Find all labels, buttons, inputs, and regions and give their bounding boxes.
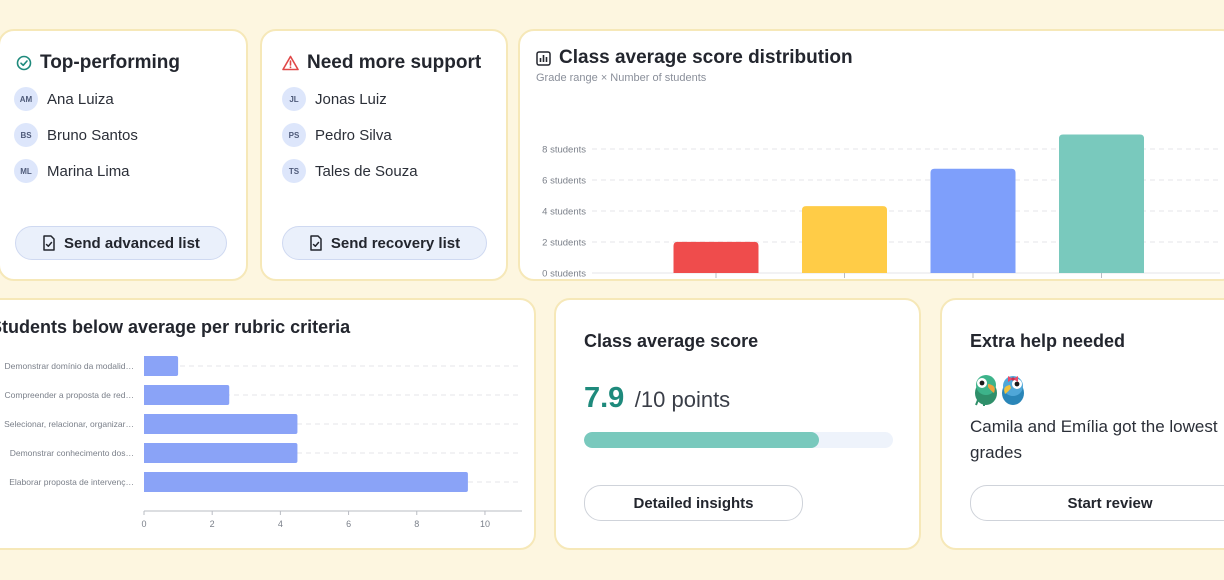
average-score-value: 7.9 [584,382,625,414]
avatar: ML [14,159,38,183]
student-row[interactable]: AM Ana Luiza [14,86,114,112]
y-tick-label: Compreender a proposta de red… [5,390,134,400]
student-name: Ana Luiza [47,90,114,108]
bar-chart-icon [536,51,551,66]
parrot-avatar-bow-icon [1002,376,1024,405]
extra-help-message: Camila and Emília got the lowest grades [970,417,1218,462]
student-row[interactable]: TS Tales de Souza [282,158,418,184]
top-performing-title: Top-performing [16,52,180,74]
bar [144,443,298,463]
student-row[interactable]: BS Bruno Santos [14,122,138,148]
need-support-card: Need more support JL Jonas Luiz PS Pedro… [260,29,508,281]
average-progress-fill [584,432,819,448]
bar [1059,134,1144,273]
bar [673,241,759,273]
distribution-chart: 0 students 2 students 4 students 6 students… [542,134,1220,280]
average-score-unit: /10 points [634,387,731,412]
y-tick-label: 4 students [542,207,586,218]
x-tick-label: 6 [346,519,351,529]
y-tick-label: Demonstrar domínio da modalid… [5,361,134,371]
score-distribution-card: Class average score distribution Grade r… [518,29,1224,281]
extra-help-title: Extra help needed [970,331,1126,351]
student-name: Marina Lima [47,162,130,180]
student-row[interactable]: ML Marina Lima [14,158,130,184]
y-tick-label: Selecionar, relacionar, organizar… [4,419,134,429]
bar [144,414,298,434]
student-name: Bruno Santos [47,126,138,144]
student-row[interactable]: JL Jonas Luiz [282,86,387,112]
x-tick-label: 8 [414,519,419,529]
need-support-title: Need more support [282,52,481,74]
rubric-card: Students below average per rubric criter… [0,298,536,550]
average-score-line: 7.9 /10 points [584,382,730,415]
extra-help-card: Extra help needed Camila and Emília got … [940,298,1224,550]
y-tick-label: 2 students [542,238,586,249]
average-progress-track [584,432,893,448]
check-circle-icon [16,55,32,71]
start-review-button[interactable]: Start review [970,485,1224,521]
avatar: TS [282,159,306,183]
bar [144,385,230,405]
x-tick-label: 10 [480,519,490,529]
avatar: BS [14,123,38,147]
distribution-title: Class average score distribution [536,47,853,69]
y-tick-label: Demonstrar conhecimento dos… [10,448,134,458]
y-tick-label: 6 students [542,176,586,187]
x-tick-label: 4 [278,519,283,529]
student-avatars [970,372,1034,406]
y-tick-label: 8 students [542,145,586,156]
rubric-title: Students below average per rubric criter… [0,317,351,337]
bar [144,356,179,376]
bar [144,472,468,492]
x-tick-label: 2 [210,519,215,529]
student-name: Jonas Luiz [315,90,387,108]
top-performing-card: Top-performing AM Ana Luiza BS Bruno San… [0,29,248,281]
rubric-chart: Demonstrar domínio da modalid… Compreende… [4,356,522,529]
student-name: Pedro Silva [315,126,392,144]
avatar: JL [282,87,306,111]
y-tick-label: Elaborar proposta de intervenç… [9,477,134,487]
detailed-insights-button[interactable]: Detailed insights [584,485,803,521]
distribution-subtitle: Grade range × Number of students [536,72,707,84]
avatar: AM [14,87,38,111]
bar [930,168,1016,273]
document-check-icon [310,235,322,251]
parrot-avatar-icon [975,375,997,406]
class-average-title: Class average score [584,331,759,351]
send-recovery-list-button[interactable]: Send recovery list [282,226,487,260]
y-tick-label: 0 students [542,269,586,280]
student-name: Tales de Souza [315,162,418,180]
bar [802,206,887,273]
student-row[interactable]: PS Pedro Silva [282,122,392,148]
class-average-card: Class average score 7.9 /10 points Detai… [554,298,921,550]
send-advanced-list-button[interactable]: Send advanced list [15,226,227,260]
warning-icon [282,55,299,71]
avatar: PS [282,123,306,147]
x-tick-label: 0 [141,519,146,529]
document-check-icon [43,235,55,251]
